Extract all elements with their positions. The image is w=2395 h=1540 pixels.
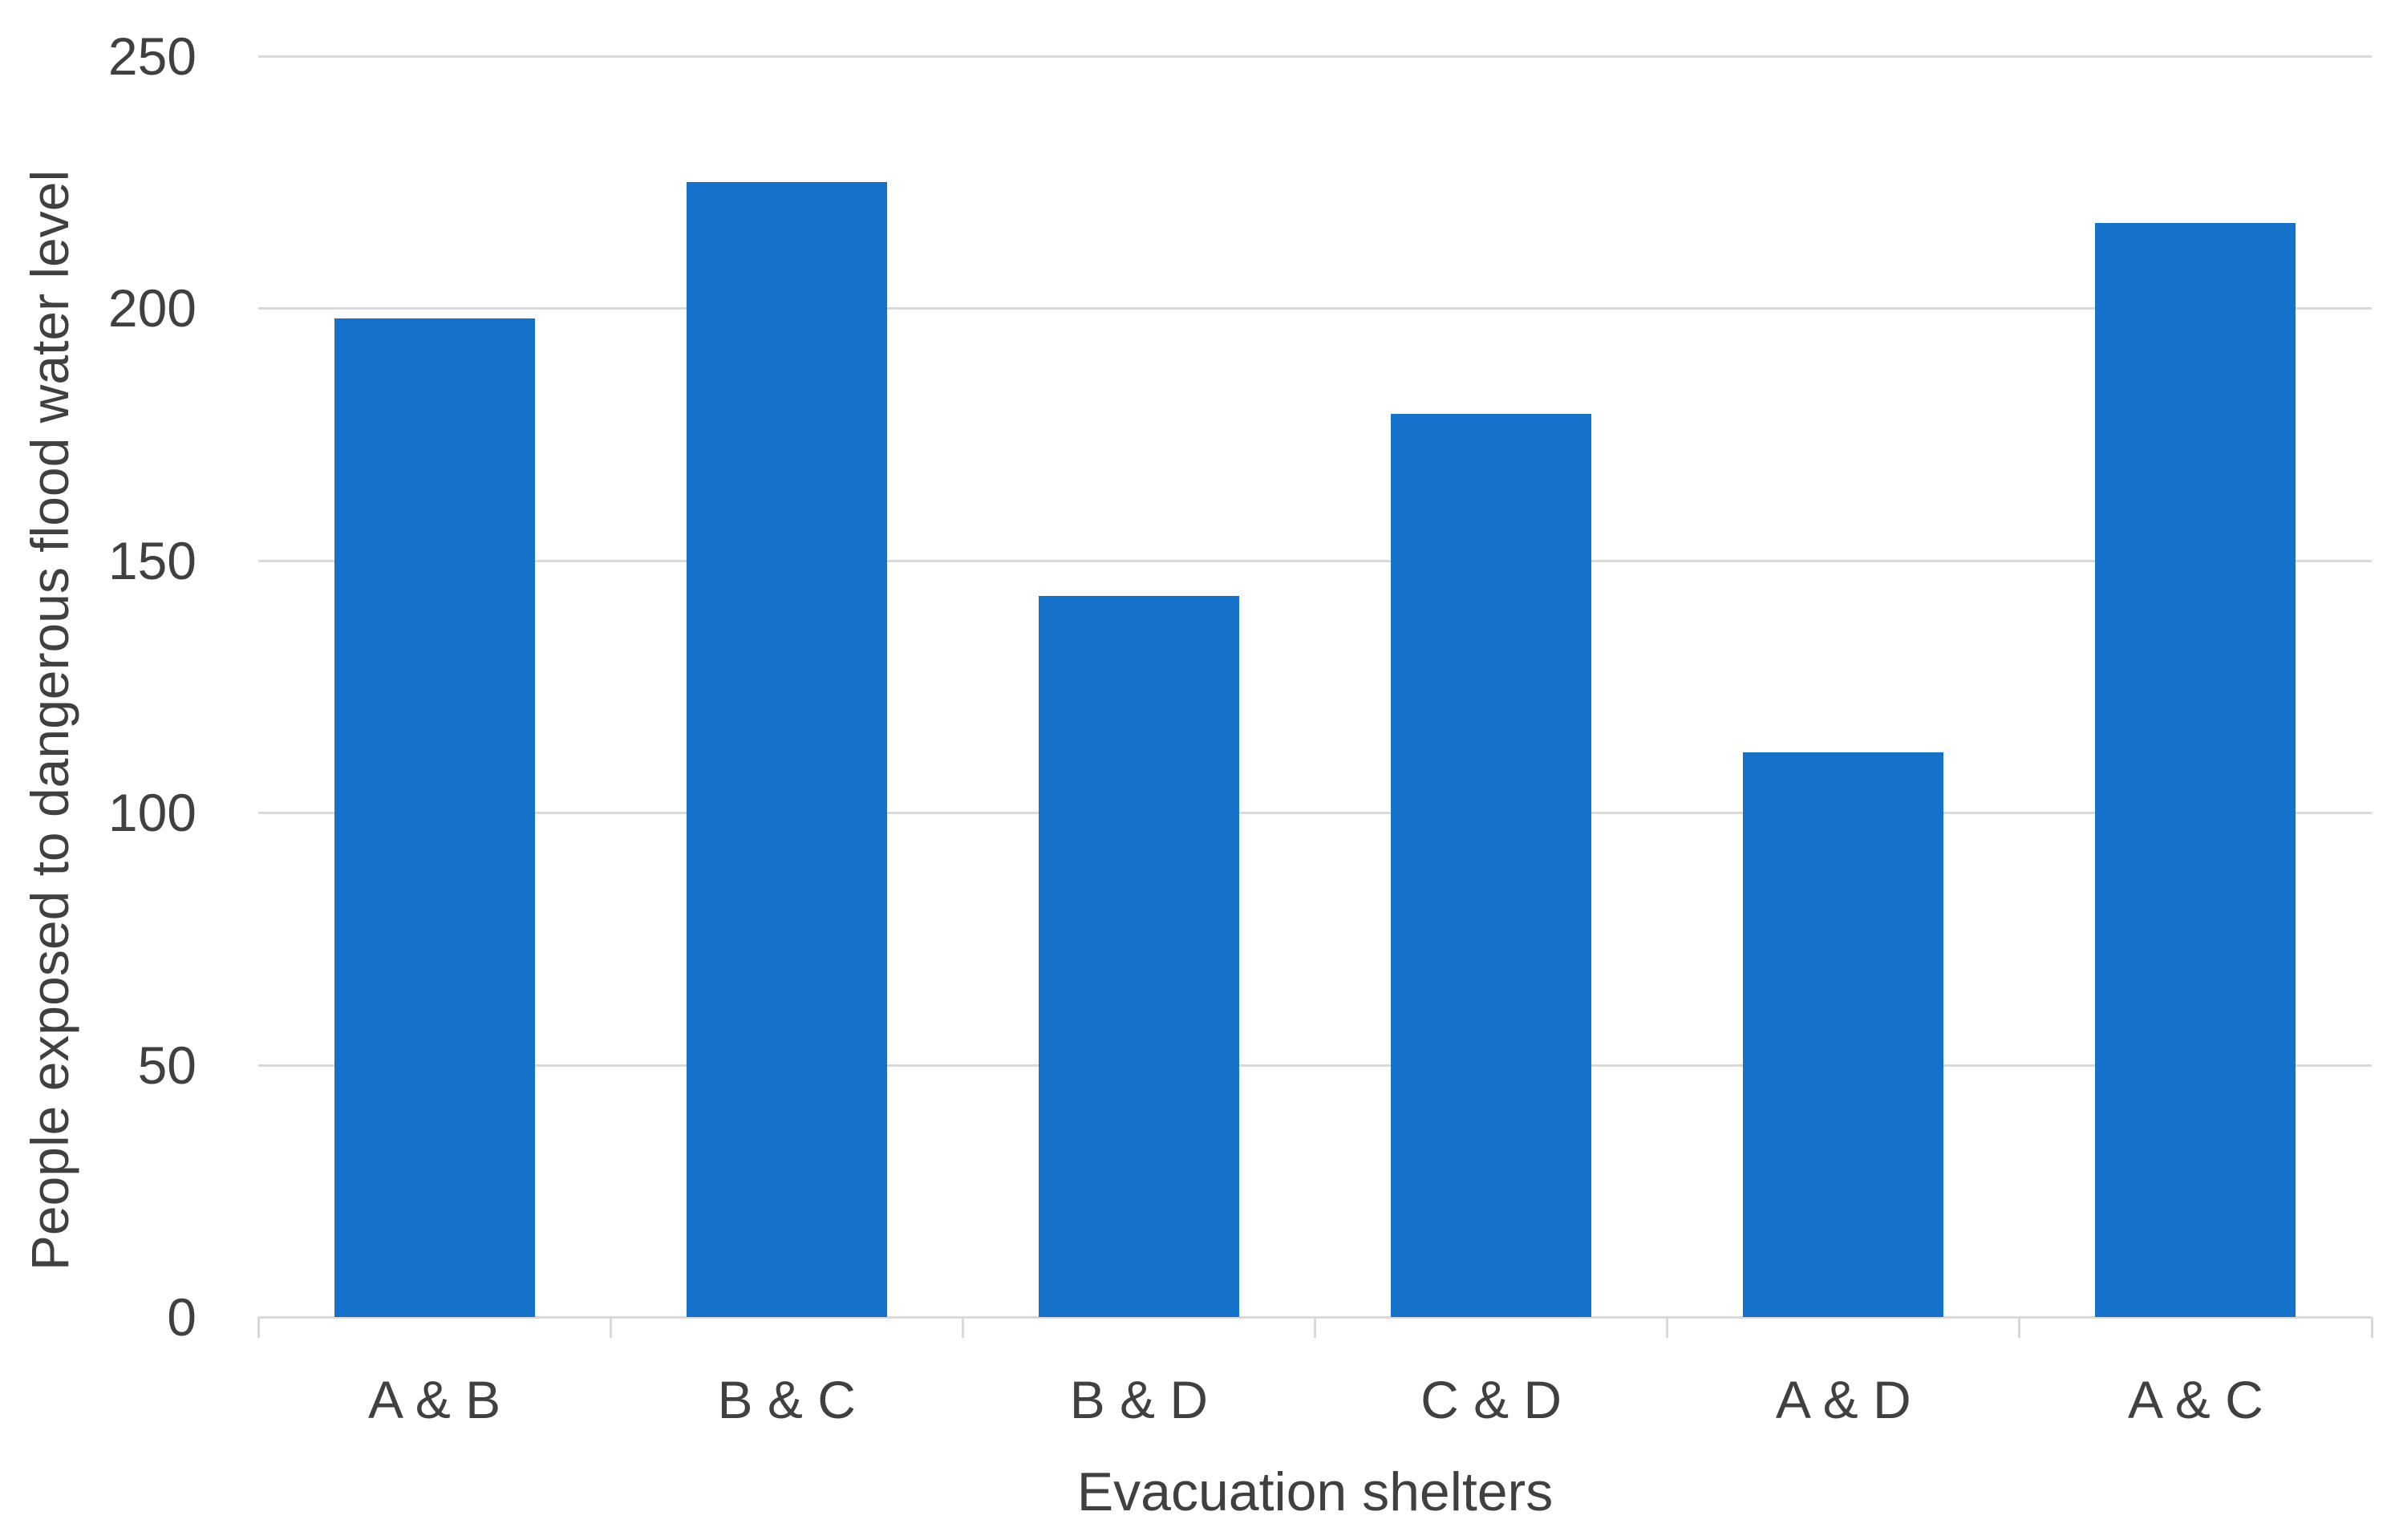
category-axis-tick <box>961 1317 964 1338</box>
category-label: A & D <box>1775 1370 1911 1429</box>
y-tick-label: 0 <box>167 1287 197 1347</box>
y-tick-label: 150 <box>107 530 197 590</box>
x-axis-title: Evacuation shelters <box>1076 1461 1554 1522</box>
gridline <box>258 55 2372 58</box>
category-label: A & B <box>368 1370 501 1429</box>
plot-area <box>257 55 2373 1338</box>
category-axis-tick <box>2018 1317 2021 1338</box>
category-axis-tick <box>257 1317 260 1338</box>
y-tick-label: 100 <box>107 783 197 843</box>
category-label: B & C <box>717 1370 856 1429</box>
bar-ad <box>1743 752 1944 1317</box>
category-label: C & D <box>1420 1370 1562 1429</box>
y-axis-title: People exposed to dangerous flood water … <box>20 169 79 1271</box>
gridline <box>258 812 2372 815</box>
category-axis-tick <box>2370 1317 2373 1338</box>
gridline <box>258 1064 2372 1067</box>
bar-cd <box>1391 414 1592 1317</box>
bar-bc <box>686 182 887 1317</box>
gridline <box>258 559 2372 562</box>
y-tick-label: 50 <box>137 1035 197 1095</box>
gridline <box>258 307 2372 310</box>
bar-ac <box>2095 222 2296 1317</box>
category-axis-tick <box>609 1317 612 1338</box>
y-tick-label: 250 <box>107 26 197 86</box>
bar-ab <box>334 318 535 1317</box>
category-label: A & C <box>2128 1370 2263 1429</box>
category-axis-tick <box>1666 1317 1669 1338</box>
y-tick-label: 200 <box>107 278 197 338</box>
category-label: B & D <box>1069 1370 1209 1429</box>
category-axis-tick <box>1314 1317 1316 1338</box>
bar-bd <box>1038 595 1239 1317</box>
